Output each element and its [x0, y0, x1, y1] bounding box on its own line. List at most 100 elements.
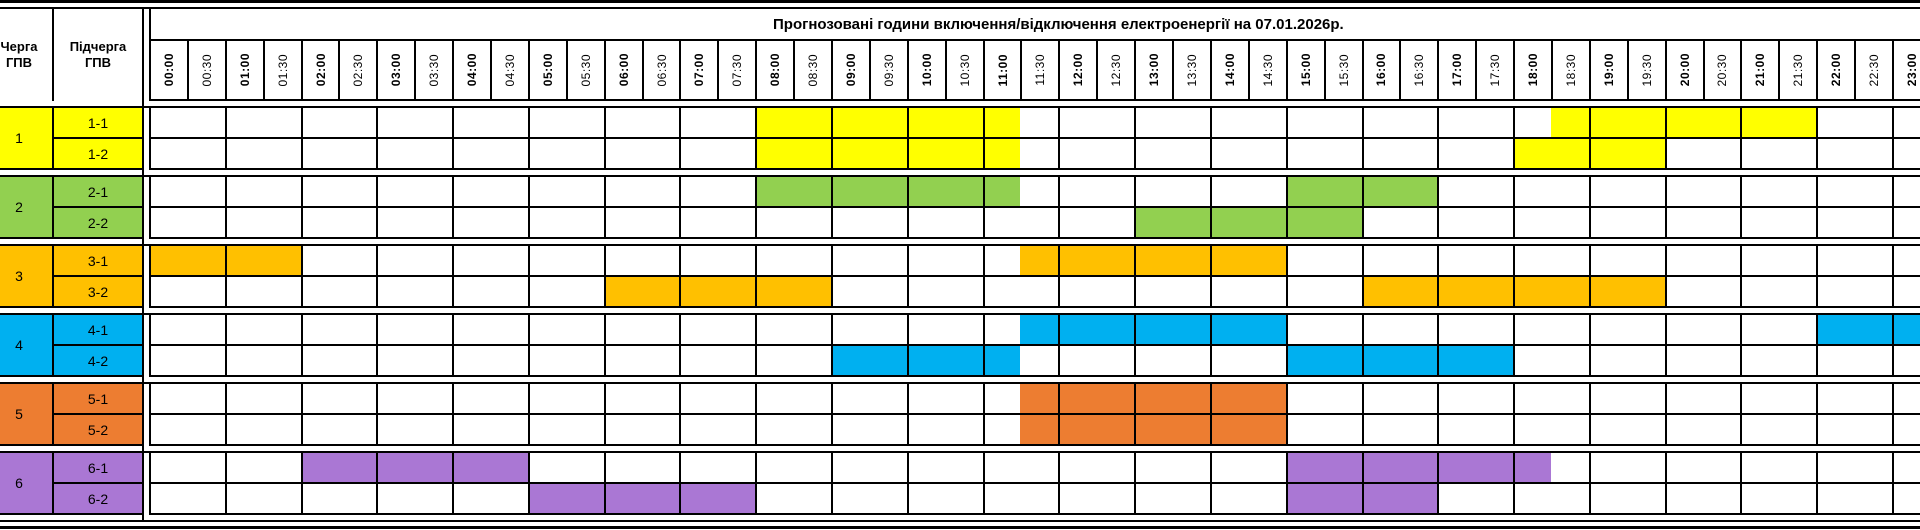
slot-6-1-01:30	[262, 453, 301, 484]
slot-2-2-15:00	[1285, 208, 1324, 239]
slot-6-2-15:30	[1323, 484, 1362, 515]
slot-5-1-13:30	[1172, 384, 1210, 415]
slot-5-2-14:00	[1209, 415, 1248, 446]
slot-4-2-02:30	[338, 346, 377, 377]
slot-5-2-19:30	[1626, 415, 1665, 446]
slot-6-1-23:00	[1891, 453, 1920, 484]
slot-5-1-04:00	[452, 384, 491, 415]
slot-3-1-05:00	[527, 246, 566, 277]
slot-1-2-04:30	[490, 139, 528, 170]
slot-5-2-21:30	[1778, 415, 1817, 446]
slot-2-2-11:00	[982, 208, 1021, 239]
slot-4-2-00:30	[186, 346, 225, 377]
slot-5-1-18:00	[1513, 384, 1551, 415]
slot-5-2-22:30	[1854, 415, 1892, 446]
subqueue-label-3-2: 3-2	[52, 277, 142, 308]
slot-2-1-15:30	[1323, 177, 1362, 208]
time-label-01:30: 01:30	[262, 41, 301, 101]
slot-5-1-12:30	[1096, 384, 1135, 415]
slot-3-1-17:30	[1475, 246, 1514, 277]
slot-4-1-10:00	[906, 315, 945, 346]
slot-5-1-07:00	[679, 384, 718, 415]
slot-6-2-17:00	[1437, 484, 1476, 515]
slot-1-1-17:30	[1475, 108, 1514, 139]
slot-3-1-12:30	[1096, 246, 1135, 277]
slot-3-2-05:00	[527, 277, 566, 308]
slot-3-2-18:00	[1513, 277, 1551, 308]
slot-5-2-16:00	[1361, 415, 1400, 446]
slot-1-1-13:00	[1134, 108, 1173, 139]
subqueue-label-6-1: 6-1	[52, 453, 142, 484]
slot-4-1-00:00	[149, 315, 187, 346]
slot-4-1-20:00	[1664, 315, 1703, 346]
slot-3-2-18:30	[1550, 277, 1589, 308]
slot-4-2-17:30	[1475, 346, 1514, 377]
slot-2-1-04:30	[490, 177, 528, 208]
slot-4-2-10:00	[906, 346, 945, 377]
slot-6-2-19:00	[1588, 484, 1627, 515]
slot-5-2-23:00	[1891, 415, 1920, 446]
time-label-18:30: 18:30	[1550, 41, 1589, 101]
slot-3-2-21:00	[1740, 277, 1779, 308]
slot-5-1-13:00	[1134, 384, 1173, 415]
slot-6-2-03:00	[376, 484, 415, 515]
slot-2-2-07:30	[717, 208, 756, 239]
slot-3-1-01:00	[224, 246, 263, 277]
time-label-12:30: 12:30	[1096, 41, 1135, 101]
slot-3-1-16:00	[1361, 246, 1400, 277]
slot-1-2-21:00	[1740, 139, 1779, 170]
slot-1-1-11:30	[1020, 108, 1059, 139]
slot-2-2-10:30	[944, 208, 983, 239]
slot-4-1-01:30	[262, 315, 301, 346]
slot-2-1-04:00	[452, 177, 491, 208]
slot-2-1-21:30	[1778, 177, 1817, 208]
slot-4-1-05:00	[527, 315, 566, 346]
slot-6-1-11:00	[982, 453, 1021, 484]
slot-6-2-11:30	[1020, 484, 1059, 515]
slot-3-2-15:00	[1285, 277, 1324, 308]
slot-2-2-17:00	[1437, 208, 1476, 239]
slot-6-1-17:30	[1475, 453, 1514, 484]
slot-3-1-15:30	[1323, 246, 1362, 277]
slot-6-2-08:00	[755, 484, 794, 515]
time-label-14:30: 14:30	[1247, 41, 1286, 101]
slot-6-2-02:30	[338, 484, 377, 515]
slot-4-1-12:00	[1058, 315, 1097, 346]
slot-6-2-22:30	[1854, 484, 1892, 515]
slot-2-1-12:30	[1096, 177, 1135, 208]
slot-4-1-13:30	[1172, 315, 1210, 346]
slot-4-2-11:00	[982, 346, 1021, 377]
time-label-22:00: 22:00	[1816, 41, 1855, 101]
slot-6-1-09:00	[831, 453, 869, 484]
slot-4-1-05:30	[565, 315, 604, 346]
slot-2-1-05:00	[527, 177, 566, 208]
slot-6-1-19:00	[1588, 453, 1627, 484]
slot-2-1-13:00	[1134, 177, 1173, 208]
slot-5-2-03:00	[376, 415, 415, 446]
subqueue-column-header: Підчерга ГПВ	[52, 7, 142, 101]
slot-6-2-11:00	[982, 484, 1021, 515]
slot-2-1-17:00	[1437, 177, 1476, 208]
slot-5-1-16:00	[1361, 384, 1400, 415]
slot-1-2-23:00	[1891, 139, 1920, 170]
slot-4-2-18:30	[1550, 346, 1589, 377]
slot-2-1-10:00	[906, 177, 945, 208]
slot-6-1-07:00	[679, 453, 718, 484]
slot-4-1-11:00	[982, 315, 1021, 346]
slot-2-2-13:00	[1134, 208, 1173, 239]
slot-3-1-14:00	[1209, 246, 1248, 277]
slot-6-1-06:00	[603, 453, 642, 484]
time-label-08:30: 08:30	[793, 41, 832, 101]
slot-4-1-19:00	[1588, 315, 1627, 346]
time-label-05:30: 05:30	[565, 41, 604, 101]
time-label-02:30: 02:30	[338, 41, 377, 101]
queue-number-6: 6	[0, 453, 52, 515]
slot-4-1-15:30	[1323, 315, 1362, 346]
slot-4-2-22:30	[1854, 346, 1892, 377]
slot-5-1-21:30	[1778, 384, 1817, 415]
slot-2-2-03:00	[376, 208, 415, 239]
slot-2-1-11:00	[982, 177, 1021, 208]
slot-1-2-06:30	[641, 139, 680, 170]
slot-6-1-01:00	[224, 453, 263, 484]
slot-4-2-17:00	[1437, 346, 1476, 377]
